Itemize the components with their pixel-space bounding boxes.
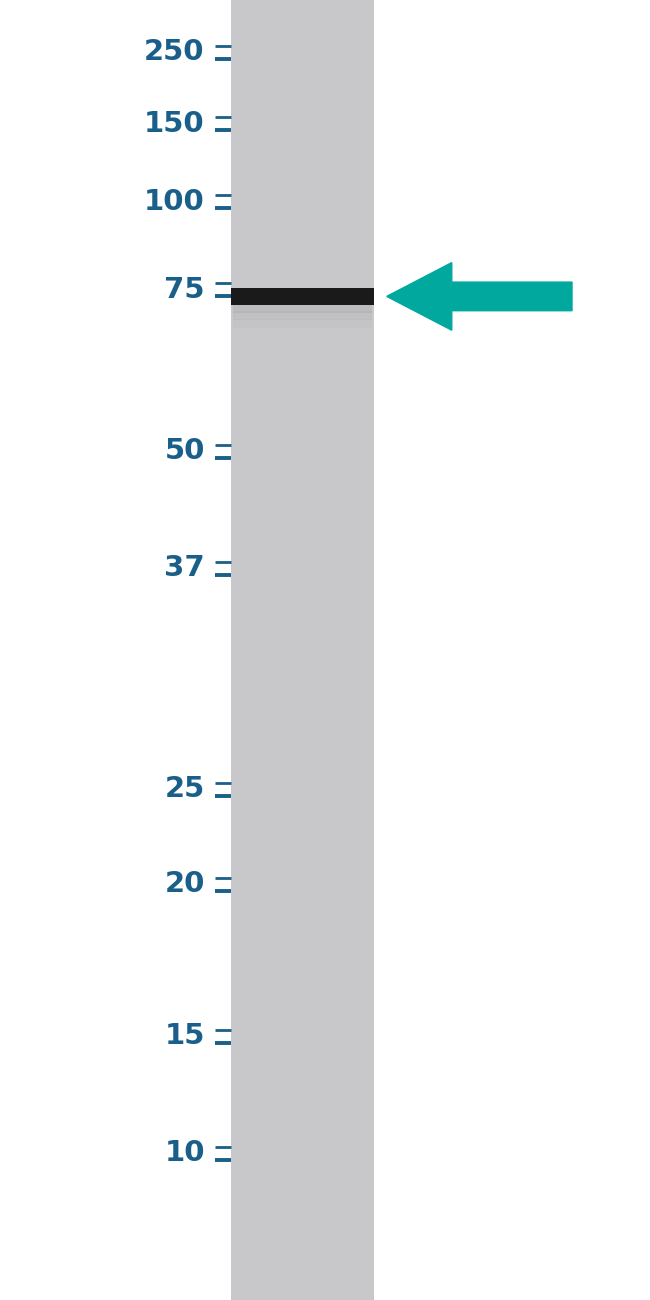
Bar bbox=[231, 287, 374, 304]
FancyArrow shape bbox=[387, 263, 572, 330]
Bar bbox=[233, 318, 372, 328]
Text: 250: 250 bbox=[144, 38, 205, 66]
Text: 15: 15 bbox=[164, 1022, 205, 1050]
Text: 50: 50 bbox=[164, 437, 205, 465]
Bar bbox=[231, 0, 374, 1300]
Text: 10: 10 bbox=[164, 1139, 205, 1167]
Text: 20: 20 bbox=[164, 870, 205, 898]
Text: 150: 150 bbox=[144, 109, 205, 138]
Bar bbox=[233, 311, 372, 320]
Text: 25: 25 bbox=[164, 775, 205, 803]
Text: 75: 75 bbox=[164, 276, 205, 304]
Text: 37: 37 bbox=[164, 554, 205, 582]
Text: 100: 100 bbox=[144, 187, 205, 216]
Bar bbox=[233, 303, 372, 312]
